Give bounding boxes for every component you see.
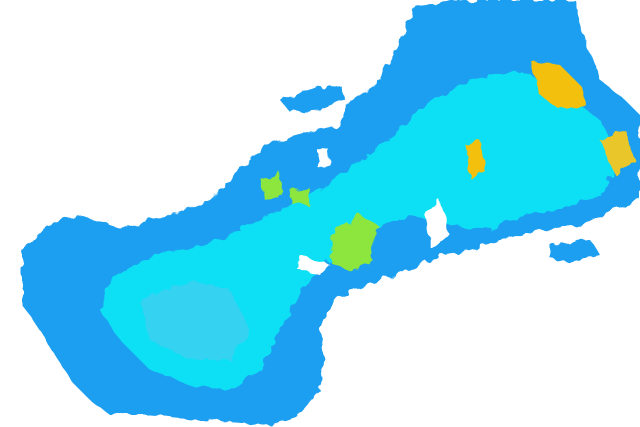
gap [425, 200, 450, 250]
echo-green-3 [290, 188, 310, 205]
echo-yellow-2 [466, 140, 484, 178]
echo-cyan-light [140, 280, 250, 360]
echo-green-2 [262, 172, 282, 200]
echo-green [330, 215, 378, 272]
precipitation [22, 0, 640, 425]
echo-yellow-3 [600, 130, 635, 175]
echo-blue-west [280, 85, 345, 112]
clear-gaps [298, 148, 450, 275]
gap [318, 148, 330, 168]
echo-yellow [530, 60, 585, 110]
echo-blue-east [550, 240, 600, 262]
gap [298, 255, 330, 275]
